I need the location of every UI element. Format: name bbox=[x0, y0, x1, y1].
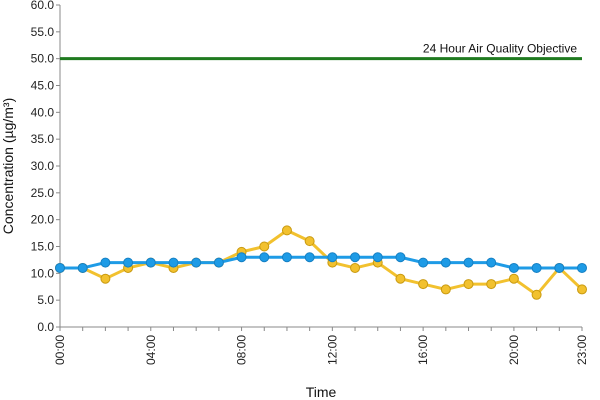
data-point bbox=[145, 257, 156, 268]
data-point bbox=[168, 257, 179, 268]
x-tick-label: 12:00 bbox=[325, 335, 339, 365]
data-point bbox=[554, 262, 565, 273]
data-point bbox=[508, 273, 519, 284]
data-point bbox=[304, 252, 315, 263]
y-axis-title: Concentration (µg/m³) bbox=[0, 98, 16, 234]
y-tick-label: 55.0 bbox=[31, 25, 55, 39]
y-tick-label: 60.0 bbox=[31, 0, 55, 12]
data-point bbox=[259, 241, 270, 252]
data-point bbox=[350, 252, 361, 263]
x-tick-label: 04:00 bbox=[144, 335, 158, 365]
data-point bbox=[77, 262, 88, 273]
data-point bbox=[259, 252, 270, 263]
y-tick-label: 35.0 bbox=[31, 132, 55, 146]
data-point bbox=[577, 284, 587, 295]
data-point bbox=[486, 279, 497, 290]
objective-label: 24 Hour Air Quality Objective bbox=[423, 42, 577, 56]
data-point bbox=[395, 273, 406, 284]
data-point bbox=[236, 252, 247, 263]
x-tick-label: 00:00 bbox=[53, 335, 67, 365]
data-point bbox=[577, 262, 587, 273]
data-point bbox=[440, 257, 451, 268]
x-axis: 00:00 04:00 08:00 12:00 16:00 20:00 23:00 bbox=[53, 326, 589, 365]
data-point bbox=[281, 225, 292, 236]
data-point bbox=[440, 284, 451, 295]
y-tick-label: 40.0 bbox=[31, 105, 55, 119]
y-tick-label: 10.0 bbox=[31, 266, 55, 280]
y-tick-label: 25.0 bbox=[31, 186, 55, 200]
data-point bbox=[213, 257, 224, 268]
y-tick-label: 5.0 bbox=[37, 293, 54, 307]
data-point bbox=[100, 257, 111, 268]
data-point bbox=[304, 236, 315, 247]
data-point bbox=[463, 257, 474, 268]
data-point bbox=[531, 289, 542, 300]
data-point bbox=[55, 262, 65, 273]
data-point bbox=[531, 262, 542, 273]
data-point bbox=[418, 257, 429, 268]
series-group bbox=[55, 225, 587, 300]
y-tick-label: 30.0 bbox=[31, 159, 55, 173]
x-tick-label: 20:00 bbox=[507, 335, 521, 365]
objective-line-group: 24 Hour Air Quality Objective bbox=[60, 42, 582, 61]
data-point bbox=[463, 279, 474, 290]
x-axis-title: Time bbox=[306, 384, 337, 400]
y-axis: 0.0 5.0 10.0 15.0 20.0 25.0 30.0 35.0 40.0 45.0 50… bbox=[31, 0, 61, 334]
data-point bbox=[418, 279, 429, 290]
data-point bbox=[100, 273, 111, 284]
data-point bbox=[395, 252, 406, 263]
data-point bbox=[486, 257, 497, 268]
y-tick-label: 50.0 bbox=[31, 52, 55, 66]
data-point bbox=[123, 257, 134, 268]
x-tick-label: 23:00 bbox=[575, 335, 589, 365]
data-point bbox=[281, 252, 292, 263]
y-tick-label: 45.0 bbox=[31, 79, 55, 93]
y-tick-label: 0.0 bbox=[37, 320, 54, 334]
data-point bbox=[372, 252, 383, 263]
y-tick-label: 20.0 bbox=[31, 213, 55, 227]
data-point bbox=[350, 262, 361, 273]
data-point bbox=[191, 257, 202, 268]
y-tick-label: 15.0 bbox=[31, 240, 55, 254]
series-2 bbox=[55, 252, 587, 273]
x-tick-label: 08:00 bbox=[235, 335, 249, 365]
data-point bbox=[327, 252, 338, 263]
x-tick-label: 16:00 bbox=[416, 335, 430, 365]
data-point bbox=[508, 262, 519, 273]
